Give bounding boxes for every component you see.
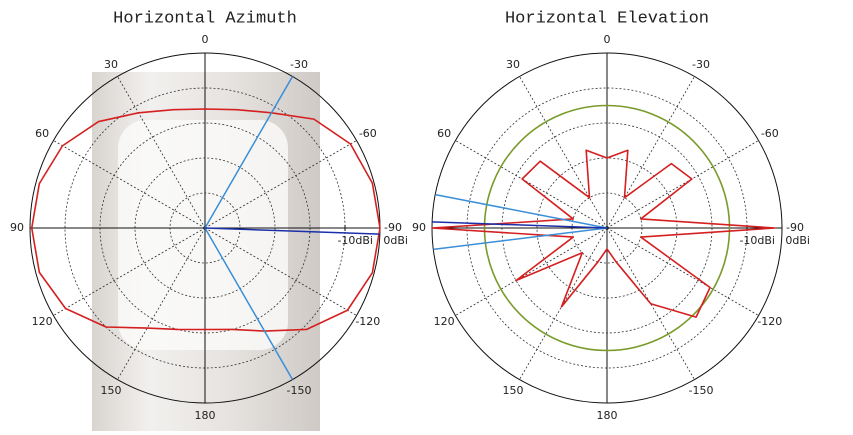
r-tick-label: 0dBi [785, 234, 810, 247]
angle-label: 0 [202, 33, 209, 46]
r-tick-label: 0dBi [383, 234, 408, 247]
angle-label: -30 [290, 58, 308, 71]
grid-spoke [53, 227, 206, 316]
angle-label: -150 [287, 384, 312, 397]
angle-label: 90 [412, 221, 426, 234]
beam-marker [204, 227, 294, 380]
angle-label: -120 [757, 315, 782, 328]
angle-label: 60 [437, 127, 451, 140]
grid-spoke [455, 140, 608, 229]
grid-spoke [455, 227, 608, 316]
grid-spoke [204, 140, 357, 229]
pattern-line [30, 108, 381, 332]
r-tick-label: -10dBi [337, 234, 373, 247]
angle-label: 150 [503, 384, 524, 397]
grid-spoke [53, 140, 206, 229]
beam-marker [204, 76, 294, 229]
r-tick-label: -10dBi [739, 234, 775, 247]
grid-spoke [519, 76, 608, 229]
angle-label: -60 [359, 127, 377, 140]
angle-label: 90 [10, 221, 24, 234]
beam-marker [204, 227, 380, 235]
angle-label: -90 [384, 221, 402, 234]
grid-spoke [606, 140, 759, 229]
angle-label: -90 [786, 221, 804, 234]
angle-label: 120 [32, 315, 53, 328]
angle-label: 30 [506, 58, 520, 71]
angle-label: 120 [434, 315, 455, 328]
angle-label: 30 [104, 58, 118, 71]
angle-label: -60 [761, 127, 779, 140]
angle-label: 60 [35, 127, 49, 140]
angle-label: 180 [195, 409, 216, 422]
reference-circle [483, 104, 731, 352]
angle-label: 180 [597, 409, 618, 422]
grid-spoke [117, 227, 206, 380]
angle-label: -150 [689, 384, 714, 397]
grid-spoke [606, 227, 759, 316]
grid-spoke [117, 76, 206, 229]
grid-spoke [606, 227, 695, 380]
grid-spoke [606, 76, 695, 229]
grid-spoke [204, 227, 357, 316]
angle-label: -120 [355, 315, 380, 328]
angle-label: -30 [692, 58, 710, 71]
angle-label: 0 [604, 33, 611, 46]
beam-marker [433, 227, 608, 251]
beam-marker [435, 193, 608, 229]
chart-title: Horizontal Elevation [505, 9, 709, 28]
grid-spoke [519, 227, 608, 380]
beam-marker [432, 221, 608, 229]
background-photo [118, 120, 288, 350]
pattern-line [431, 149, 776, 318]
chart-title: Horizontal Azimuth [113, 9, 297, 28]
angle-label: 150 [101, 384, 122, 397]
